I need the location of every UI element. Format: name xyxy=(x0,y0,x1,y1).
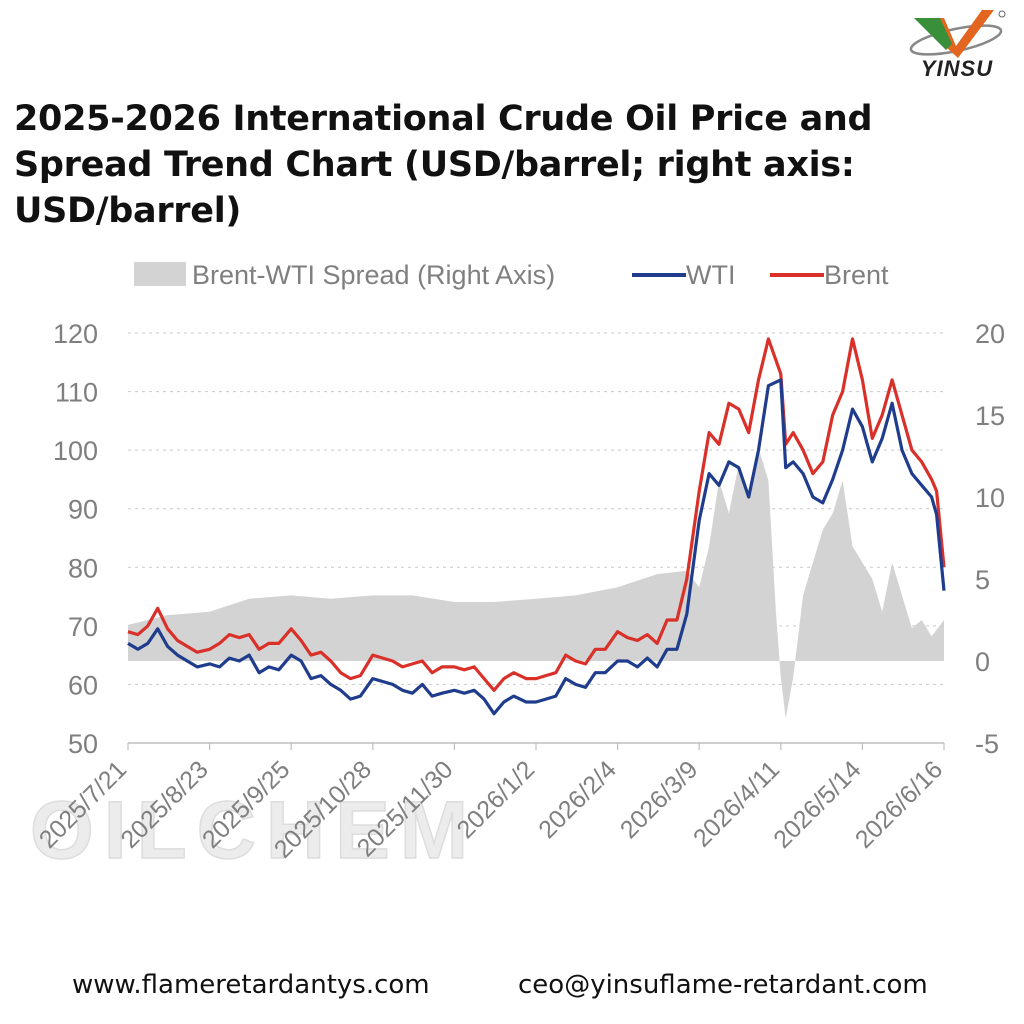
chart-title: 2025-2026 International Crude Oil Price … xyxy=(14,99,873,231)
brand-logo xyxy=(896,4,1016,84)
footer-email: ceo@yinsuflame-retardant.com xyxy=(518,970,928,1000)
y-right-tick-label: 5 xyxy=(975,565,990,595)
brand-name: YINSU xyxy=(920,56,994,81)
y-right-tick-label: 0 xyxy=(975,647,990,677)
y-left-tick-label: 90 xyxy=(68,495,98,525)
x-tick-label: 2026/4/11 xyxy=(688,755,785,852)
y-right-tick-label: -5 xyxy=(975,729,999,759)
y-left-tick-label: 80 xyxy=(68,553,98,583)
y-left-tick-label: 100 xyxy=(53,436,98,466)
spread-area-layer xyxy=(128,447,944,719)
x-tick-label: 2026/6/16 xyxy=(850,755,948,853)
legend-label-wti: WTI xyxy=(686,260,735,290)
chart: OILCHEM 50 60 70 80 90 100 110 120 -5 0 5 10 15 20 202… xyxy=(29,260,1005,877)
brent-line xyxy=(127,337,946,692)
footer-website: www.flameretardantys.com xyxy=(72,970,430,1000)
legend: Brent-WTI Spread (Right Axis) WTI Brent xyxy=(134,260,889,290)
wti-line xyxy=(127,378,946,716)
y-left-tick-label: 50 xyxy=(68,729,98,759)
legend-label-spread: Brent-WTI Spread (Right Axis) xyxy=(192,260,555,290)
y-left-tick-label: 60 xyxy=(68,670,98,700)
y-right-tick-label: 10 xyxy=(975,483,1005,513)
legend-swatch-spread xyxy=(134,262,186,286)
watermark-text: OILCHEM xyxy=(30,785,478,876)
x-tick-label: 2026/5/14 xyxy=(768,755,867,854)
legend-label-brent: Brent xyxy=(824,260,889,290)
y-right-tick-label: 15 xyxy=(975,401,1005,431)
y-left-tick-label: 120 xyxy=(53,319,98,349)
spread-area xyxy=(128,447,944,719)
x-tick-label: 2026/2/4 xyxy=(533,755,622,844)
line-layer xyxy=(127,337,946,716)
y-left-tick-label: 70 xyxy=(68,612,98,642)
y-right-tick-label: 20 xyxy=(975,319,1005,349)
y-left-tick-label: 110 xyxy=(55,378,98,408)
yinsu-logo-icon xyxy=(909,10,1006,58)
